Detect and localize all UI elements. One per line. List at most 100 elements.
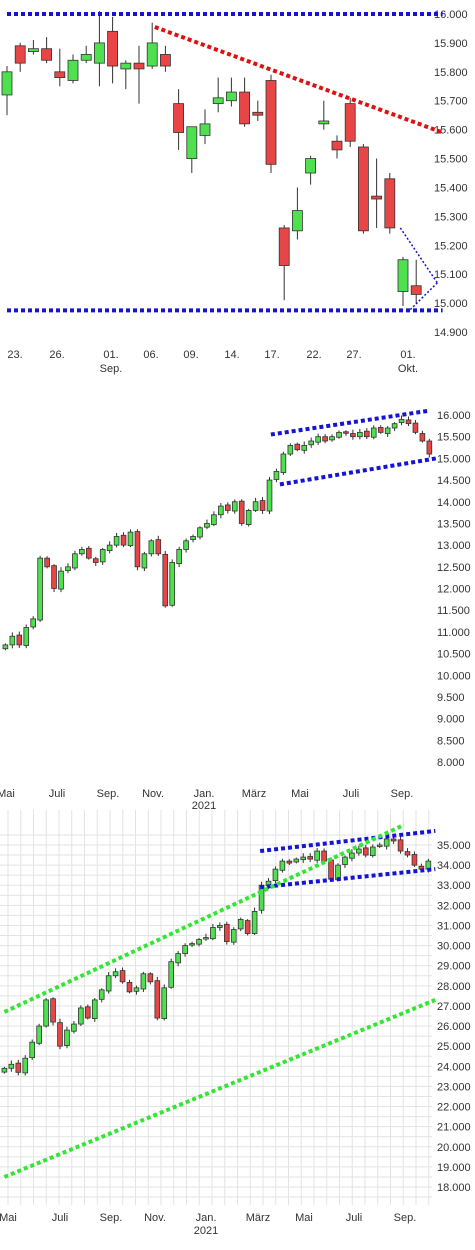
y-tick-label: 8.500 — [437, 735, 465, 747]
candle-down — [51, 565, 57, 589]
candle-up — [300, 856, 307, 861]
candle-up — [391, 423, 398, 429]
candle-up — [105, 975, 112, 992]
candlestick-chart-weekly: 16.000 15.500 15.000 14.500 14.000 13.500 13.0… — [0, 408, 471, 810]
x-tick-label: 26. — [49, 349, 64, 361]
candle-down — [133, 62, 145, 70]
candle-up — [43, 999, 49, 1027]
x-tick-label: 06. — [143, 349, 158, 361]
blue-trendline — [259, 828, 436, 854]
candle-up — [189, 943, 195, 946]
y-tick-label: 31.000 — [437, 920, 471, 932]
candle-up — [398, 418, 405, 423]
x-tick-label: Nov. — [144, 1212, 166, 1224]
candle-up — [1, 71, 13, 96]
candle-down — [363, 430, 370, 438]
candle-up — [175, 953, 181, 964]
candle-down — [265, 80, 277, 165]
green-trendline — [3, 823, 405, 1014]
y-tick-label: 8.000 — [437, 757, 465, 769]
candle-up — [251, 910, 258, 934]
candle-up — [183, 540, 189, 550]
x-sublabel: Okt. — [398, 363, 418, 375]
candle-down — [343, 431, 349, 434]
candle-up — [280, 453, 287, 473]
x-tick-label: Juli — [49, 788, 66, 800]
y-tick-label: 9.500 — [437, 692, 465, 704]
candle-up — [141, 553, 148, 569]
y-tick-label: 24.000 — [437, 1061, 471, 1073]
x-tick-label: Mai — [295, 1212, 313, 1224]
candle-up — [120, 62, 132, 70]
blue-trendline — [259, 867, 436, 890]
candle-down — [321, 850, 327, 862]
x-sublabel: 2021 — [194, 1225, 218, 1237]
candle-down — [344, 103, 356, 142]
candle-down — [85, 1006, 91, 1019]
candle-up — [225, 91, 237, 102]
chart-panel-bottom: 35.000 34.000 33.000 32.000 31.000 30.000 29.0… — [0, 810, 475, 1250]
y-tick-label: 12.500 — [437, 562, 471, 574]
candle-up — [349, 852, 355, 859]
candle-up — [342, 856, 348, 865]
y-tick-label: 16.000 — [434, 9, 468, 21]
blue-trendline — [409, 282, 438, 311]
x-sublabel: Sep. — [100, 363, 123, 375]
y-tick-label: 21.000 — [437, 1122, 471, 1134]
candle-up — [204, 523, 210, 528]
y-tick-label: 15.400 — [434, 182, 468, 194]
candle-up — [301, 444, 308, 451]
candle-up — [273, 470, 280, 480]
candle-up — [397, 259, 409, 292]
candle-down — [134, 531, 141, 568]
candle-down — [244, 920, 251, 934]
candle-up — [148, 540, 155, 555]
x-tick-label: Nov. — [142, 788, 164, 800]
candle-down — [307, 856, 313, 860]
y-tick-label: 15.500 — [434, 154, 468, 166]
candle-down — [411, 854, 418, 866]
candle-down — [238, 500, 245, 524]
candle-up — [79, 549, 85, 555]
candle-up — [8, 1063, 15, 1069]
y-tick-label: 14.000 — [437, 497, 471, 509]
y-tick-label: 16.000 — [437, 410, 471, 422]
candle-up — [329, 436, 335, 441]
candle-down — [154, 980, 161, 1019]
y-tick-label: 19.000 — [437, 1162, 471, 1174]
candle-down — [120, 534, 127, 546]
blue-trendline — [279, 456, 437, 487]
candle-down — [426, 440, 433, 455]
candle-down — [322, 436, 328, 442]
x-tick-label: 01. — [103, 349, 118, 361]
y-tick-label: 13.500 — [437, 518, 471, 530]
x-tick-label: Sep. — [391, 788, 414, 800]
x-tick-label: 09. — [183, 349, 198, 361]
candle-down — [159, 54, 171, 67]
candle-down — [390, 838, 397, 842]
candle-down — [410, 285, 422, 295]
y-tick-label: 15.800 — [434, 67, 468, 79]
y-tick-label: 33.000 — [437, 880, 471, 892]
x-tick-label: 01. — [400, 349, 415, 361]
candle-up — [72, 553, 78, 569]
candle-up — [336, 431, 342, 438]
candle-up — [91, 999, 98, 1019]
x-tick-label: Jan. — [194, 788, 215, 800]
candle-up — [9, 635, 16, 646]
candle-up — [58, 570, 64, 590]
candle-up — [212, 97, 224, 105]
candle-up — [182, 945, 188, 955]
candle-up — [315, 436, 321, 443]
candle-up — [314, 850, 320, 861]
red-trendline — [154, 25, 444, 135]
candle-down — [92, 558, 99, 563]
candle-up — [186, 126, 198, 159]
x-tick-label: Sep. — [394, 1212, 417, 1224]
y-tick-label: 23.000 — [437, 1081, 471, 1093]
candle-up — [266, 479, 273, 512]
y-tick-label: 35.000 — [437, 840, 471, 852]
candle-down — [155, 539, 162, 555]
candle-down — [57, 1022, 63, 1047]
candle-up — [230, 929, 237, 943]
